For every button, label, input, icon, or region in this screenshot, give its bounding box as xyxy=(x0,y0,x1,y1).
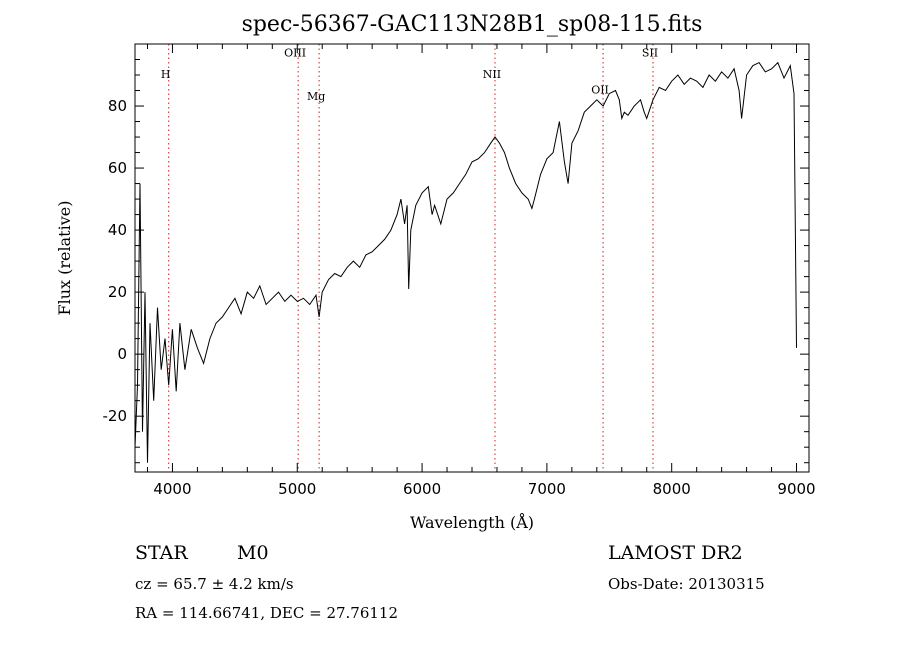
y-tick-label: 60 xyxy=(108,159,127,177)
y-tick-label: -20 xyxy=(103,407,128,425)
plot-frame xyxy=(134,43,810,473)
x-tick-label: 7000 xyxy=(528,480,566,498)
spectral-line-label: OIII xyxy=(284,46,306,59)
spectrum-layer xyxy=(134,61,797,463)
x-axis-label: Wavelength (Å) xyxy=(410,512,534,532)
redshift-text: cz = 65.7 ± 4.2 km/s xyxy=(135,575,294,593)
x-tick-label: 9000 xyxy=(777,480,815,498)
x-tick-label: 6000 xyxy=(403,480,441,498)
y-tick-label: 80 xyxy=(108,97,127,115)
y-tick-label: 20 xyxy=(108,283,127,301)
survey-name: LAMOST DR2 xyxy=(608,542,743,564)
object-class: STAR xyxy=(135,542,188,564)
y-axis: -20 0 20 40 60 80 xyxy=(103,59,809,464)
chart-title: spec-56367-GAC113N28B1_sp08-115.fits xyxy=(242,12,703,37)
spectral-line-markers: H OIII Mg NII OII SII xyxy=(161,44,658,472)
x-tick-label: 5000 xyxy=(278,480,316,498)
spectral-line-label: NII xyxy=(483,68,501,81)
x-tick-label: 4000 xyxy=(153,480,191,498)
spectrum-series-line xyxy=(134,61,797,463)
spectral-line-label: SII xyxy=(642,46,658,59)
x-tick-label: 8000 xyxy=(653,480,691,498)
obs-date-text: Obs-Date: 20130315 xyxy=(608,575,765,593)
y-tick-label: 40 xyxy=(108,221,127,239)
coordinates-text: RA = 114.66741, DEC = 27.76112 xyxy=(135,604,399,622)
y-tick-label: 0 xyxy=(117,345,127,363)
spectral-line-label: OII xyxy=(591,84,609,97)
spectral-line-label: H xyxy=(161,68,171,81)
spectral-line-label: Mg xyxy=(307,90,325,103)
y-axis-label: Flux (relative) xyxy=(55,201,74,316)
object-subclass: M0 xyxy=(237,542,269,564)
x-axis: 4000 5000 6000 7000 8000 9000 xyxy=(146,44,816,498)
